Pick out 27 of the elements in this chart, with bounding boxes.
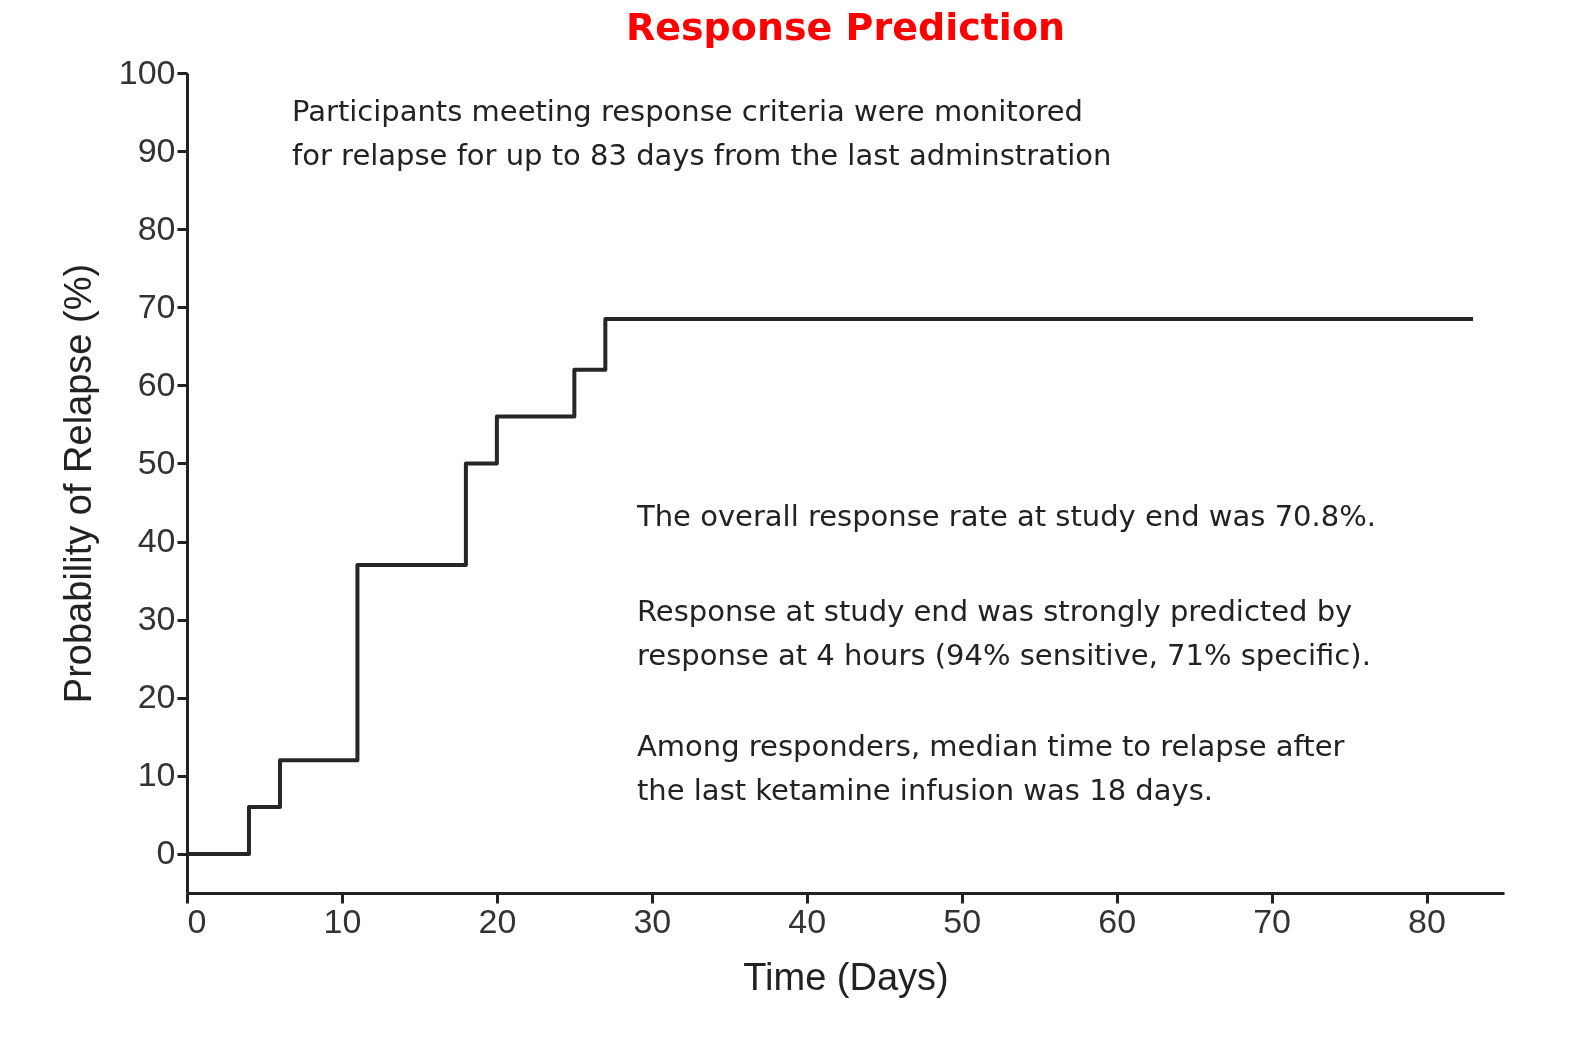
x-tick-label: 30 — [633, 901, 672, 940]
y-tick-label: 50 — [137, 442, 176, 481]
y-tick-label: 100 — [118, 52, 176, 91]
chart-title: Response Prediction — [625, 5, 1066, 49]
x-tick-label: 0 — [187, 901, 207, 940]
x-tick-label: 10 — [323, 901, 362, 940]
annotation: Response at study end was strongly predicted by response at 4 hours (94% sensitive, 71% specific). — [637, 594, 1371, 672]
y-tick-label: 90 — [137, 130, 176, 169]
y-axis-title: Probability of Relapse (%) — [56, 263, 99, 704]
x-tick-label: 80 — [1408, 901, 1446, 940]
annotation: Among responders, median time to relapse after the last ketamine infusion was 18 days. — [637, 729, 1345, 807]
x-tick-label: 60 — [1098, 901, 1137, 940]
x-tick-label: 40 — [788, 901, 827, 940]
y-tick-label: 70 — [137, 286, 176, 325]
y-tick-label: 80 — [137, 208, 176, 247]
y-tick-label: 0 — [156, 833, 176, 872]
y-tick-label: 30 — [137, 599, 176, 638]
x-tick-label: 20 — [478, 901, 517, 940]
y-tick-label: 60 — [137, 364, 176, 403]
annotation: The overall response rate at study end was 70.8%. — [636, 499, 1377, 533]
annotation: Participants meeting response criteria were monitored for relapse for up to 83 days from the last adminstration — [292, 94, 1112, 172]
x-axis-title: Time (Days) — [743, 955, 949, 998]
x-tick-label: 70 — [1253, 901, 1291, 940]
y-tick-label: 20 — [137, 677, 176, 716]
y-tick-label: 10 — [137, 755, 176, 794]
y-tick-label: 40 — [137, 521, 176, 560]
x-tick-label: 50 — [943, 901, 982, 940]
